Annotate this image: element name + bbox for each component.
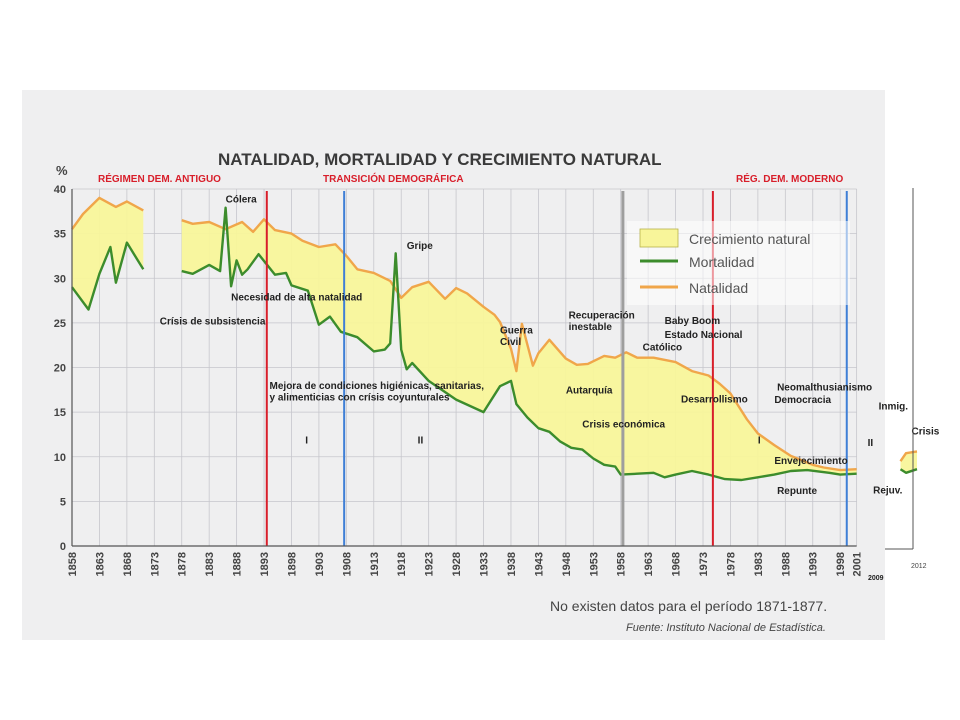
phase-line-layer: [265, 191, 848, 546]
annotation-label: Cólera: [226, 194, 258, 205]
x-tick-label: 1933: [479, 552, 491, 576]
x-tick-label: 1858: [67, 552, 79, 576]
annotation-label: Civil: [500, 337, 521, 348]
x-tick-label: 1973: [698, 552, 710, 576]
x-tick-label: 1868: [122, 552, 134, 576]
note-no-data-period: No existen datos para el período 1871-18…: [550, 598, 827, 614]
annotation-label: inestable: [569, 322, 613, 333]
legend: Crecimiento natural Mortalidad Natalidad: [627, 221, 850, 305]
natalidad-line-segment: [71, 196, 144, 230]
annotation-label: y alimenticias con crísis coyunturales: [270, 393, 451, 404]
annotation-label: Repunte: [777, 486, 817, 497]
note-source: Fuente: Instituto Nacional de Estadístic…: [626, 622, 826, 634]
phase-label-regimen-antiguo: RÉGIMEN DEM. ANTIGUO: [98, 172, 221, 185]
annotation-label: Neomalthusianismo: [777, 383, 872, 394]
annotation-label: II: [868, 438, 874, 449]
x-tick-label: 1893: [259, 552, 271, 576]
x-tick-label: 1873: [149, 552, 161, 576]
series-line-layer: [71, 196, 918, 482]
footer-year-2012: 2012: [911, 563, 927, 570]
annotation-label: Guerra: [500, 326, 533, 337]
x-tick-label: 1863: [94, 552, 106, 576]
chart-title: NATALIDAD, MORTALIDAD Y CRECIMIENTO NATU…: [218, 150, 662, 169]
x-tick-label: 1983: [753, 552, 765, 576]
x-tick-label: 1958: [616, 552, 628, 576]
growth-area-segment: [181, 207, 857, 480]
axis-layer: 0 5 10 15 20 25 30 35 40 1858 1863 1868 1873 1878 1883…: [54, 184, 864, 576]
annotation-label: Católico: [643, 343, 682, 354]
y-tick-label: 15: [54, 407, 66, 419]
mortalidad-line-segment: [181, 206, 857, 482]
annotation-layer: Cólera Gripe Necesidad de alta natalidad Cr…: [160, 194, 940, 497]
annotation-label: Recuperación: [569, 310, 635, 321]
x-tick-label: 1903: [314, 552, 326, 576]
x-tick-label: 1938: [506, 552, 518, 576]
annotation-label: Inmig.: [879, 401, 909, 412]
natalidad-line-segment: [181, 218, 857, 472]
annotation-label: Desarrollismo: [681, 394, 748, 405]
x-tick-label: 1918: [396, 552, 408, 576]
annotation-label: II: [418, 435, 424, 446]
x-tick-label: 1888: [232, 552, 244, 576]
legend-swatch-crecimiento: [639, 228, 679, 248]
annotation-label: Mejora de condiciones higiénicas, sanita…: [270, 381, 485, 392]
x-tick-label: 1968: [671, 552, 683, 576]
x-tick-label: 1993: [808, 552, 820, 576]
mortalidad-line-segment: [71, 241, 145, 311]
y-tick-label: 20: [54, 363, 66, 375]
x-tick-label: 1943: [533, 552, 545, 576]
annotation-label: Rejuv.: [873, 485, 902, 496]
x-tick-label: 1948: [561, 552, 573, 576]
annotation-label: Baby Boom: [665, 316, 721, 327]
phase-label-transicion: TRANSICIÓN DEMOGRÁFICA: [323, 172, 464, 185]
x-tick-label: 1923: [424, 552, 436, 576]
y-tick-label: 40: [54, 184, 66, 196]
annotation-label: Gripe: [407, 241, 434, 252]
x-tick-label: 1928: [451, 552, 463, 576]
x-tick-label: 1963: [643, 552, 655, 576]
x-tick-label: 1998: [835, 552, 847, 576]
annotation-label: Autarquía: [566, 385, 613, 396]
y-tick-label: 35: [54, 229, 66, 241]
y-tick-label: 5: [60, 496, 66, 508]
x-tick-label: 2001: [852, 552, 864, 576]
legend-label-mortalidad: Mortalidad: [689, 254, 754, 270]
x-tick-label: 1898: [286, 552, 298, 576]
annotation-label: Envejecimiento: [774, 456, 847, 467]
y-tick-label: 30: [54, 273, 66, 285]
annotation-label: I: [758, 435, 761, 446]
x-tick-label: 1988: [780, 552, 792, 576]
legend-label-crecimiento: Crecimiento natural: [689, 231, 810, 247]
x-tick-label: 1913: [369, 552, 381, 576]
x-tick-label: 1953: [588, 552, 600, 576]
x-tick-label: 1883: [204, 552, 216, 576]
x-tick-label: 1908: [341, 552, 353, 576]
annotation-label: Democracia: [774, 395, 831, 406]
annotation-label: Crisis económica: [582, 419, 665, 430]
y-tick-label: 0: [60, 541, 66, 553]
phase-label-regimen-moderno: RÉG. DEM. MODERNO: [736, 172, 843, 185]
legend-label-natalidad: Natalidad: [689, 280, 748, 296]
y-axis-unit-label: %: [56, 163, 68, 178]
annotation-label: Crisis: [912, 426, 940, 437]
annotation-label: Estado Nacional: [665, 330, 743, 341]
annotation-label: Crísis de subsistencia: [160, 317, 266, 328]
x-tick-label: 1878: [177, 552, 189, 576]
x-tick-label: 1978: [725, 552, 737, 576]
annotation-label: I: [305, 435, 308, 446]
y-tick-label: 25: [54, 318, 66, 330]
footer-year-2009: 2009: [868, 575, 884, 582]
y-tick-label: 10: [54, 452, 66, 464]
annotation-label: Necesidad de alta natalidad: [231, 293, 362, 304]
